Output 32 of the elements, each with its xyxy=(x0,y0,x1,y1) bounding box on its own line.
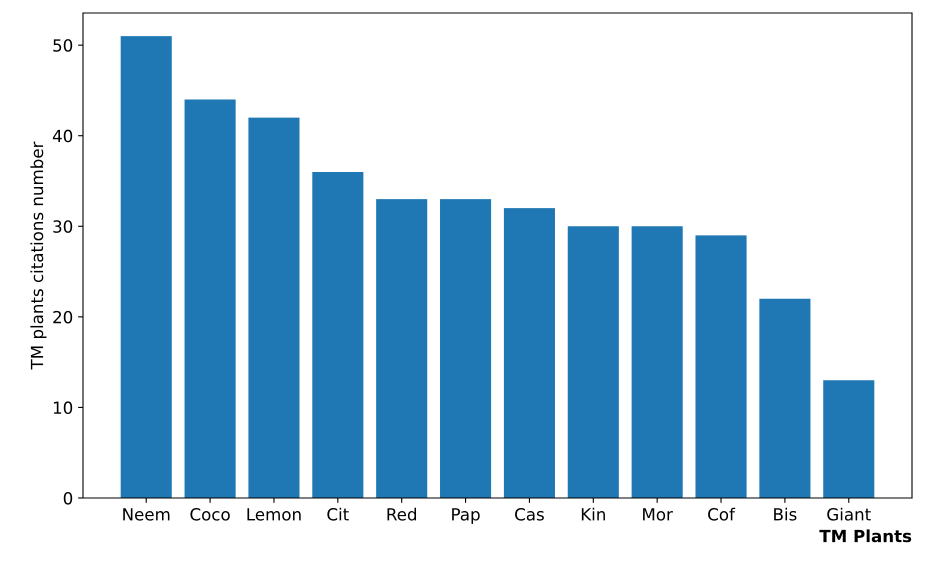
x-tick-label: Pap xyxy=(452,508,480,524)
bar xyxy=(120,36,172,498)
x-tick-label: Cas xyxy=(515,508,544,521)
bar xyxy=(632,226,683,498)
bar xyxy=(248,118,300,498)
bar xyxy=(376,199,428,498)
x-tick-label: Kin xyxy=(582,508,605,520)
bar xyxy=(440,199,492,498)
x-tick-label: Mor xyxy=(643,508,673,521)
bar xyxy=(823,380,874,498)
bar xyxy=(504,208,555,498)
x-tick-label: Bis xyxy=(774,508,796,521)
y-tick-label: 40 xyxy=(52,130,72,142)
bar xyxy=(312,172,364,498)
bar xyxy=(568,226,619,498)
x-tick-label: Giant xyxy=(827,508,871,521)
bar xyxy=(184,99,236,498)
x-axis-title: TM Plants xyxy=(819,529,912,542)
y-tick-label: 30 xyxy=(53,220,72,233)
y-axis-title: TM plants citations number xyxy=(30,142,47,370)
y-tick-label: 50 xyxy=(53,39,72,52)
x-tick-label: Lemon xyxy=(247,508,301,521)
x-tick-label: Cit xyxy=(327,508,349,521)
x-tick-label: Red xyxy=(388,508,416,521)
y-tick-label: 0 xyxy=(64,492,72,505)
bar xyxy=(759,298,810,498)
y-tick-label: 20 xyxy=(53,310,72,324)
x-tick-label: Neem xyxy=(123,508,170,521)
y-tick-label: 10 xyxy=(54,401,72,414)
x-tick-label: Cof xyxy=(708,508,736,521)
bar xyxy=(695,235,747,498)
x-tick-label: Coco xyxy=(190,508,230,521)
